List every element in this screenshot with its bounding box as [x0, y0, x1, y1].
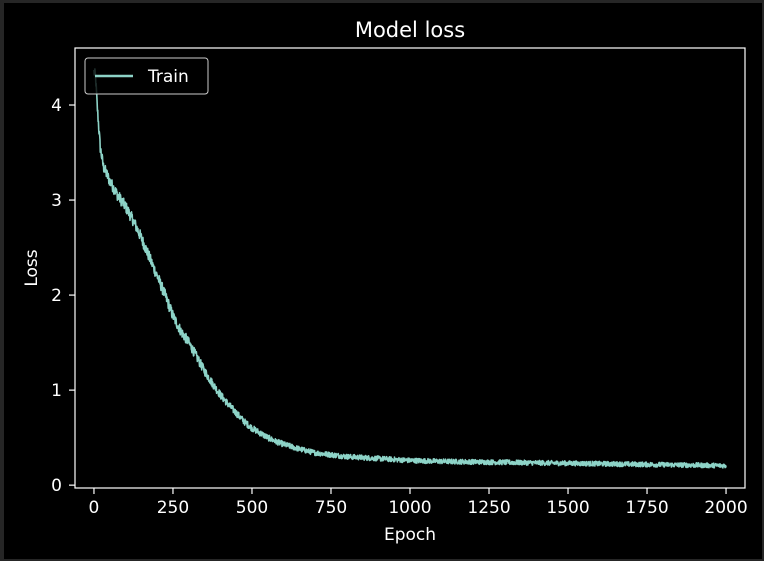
x-tick-label: 750	[315, 498, 347, 518]
x-tick-label: 1500	[546, 498, 589, 518]
series-line-train	[93, 68, 727, 469]
y-tick-label: 3	[51, 191, 62, 211]
chart-title: Model loss	[355, 18, 465, 42]
series-layer	[93, 68, 727, 469]
y-tick-label: 2	[51, 286, 62, 306]
x-tick-label: 1750	[625, 498, 668, 518]
x-tick-label: 2000	[704, 498, 747, 518]
y-tick-label: 4	[51, 96, 62, 116]
x-axis-ticks: 0 250 500 750 1000 1250 1500 1750 2000	[89, 488, 748, 518]
legend: Train	[84, 57, 209, 95]
x-axis-label: Epoch	[384, 525, 436, 545]
x-tick-label: 250	[157, 498, 189, 518]
x-tick-label: 1000	[388, 498, 431, 518]
x-tick-label: 0	[89, 498, 100, 518]
y-tick-label: 1	[51, 381, 62, 401]
legend-label-train: Train	[147, 67, 189, 87]
y-axis-ticks: 0 1 2 3 4	[51, 96, 75, 496]
x-tick-label: 500	[236, 498, 268, 518]
y-tick-label: 0	[51, 476, 62, 496]
legend-box	[84, 57, 209, 95]
y-axis-label: Loss	[22, 249, 42, 286]
x-tick-label: 1250	[467, 498, 510, 518]
